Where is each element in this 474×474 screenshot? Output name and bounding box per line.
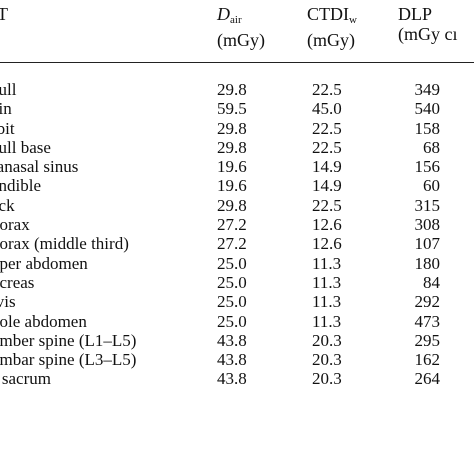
row-label: andible xyxy=(0,176,42,196)
row-label: lvis xyxy=(0,292,16,312)
cell-dair: 25.0 xyxy=(217,311,247,331)
cell-ctdi: 20.3 xyxy=(312,369,342,389)
cell-ctdi: 11.3 xyxy=(312,253,342,273)
cell-dlp: 264 xyxy=(414,369,441,389)
cell-dlp: 60 xyxy=(423,176,440,196)
row-label: pper abdomen xyxy=(0,253,88,273)
cell-ctdi: 11.3 xyxy=(312,272,342,292)
table-row: eck 29.8 22.5 315 xyxy=(0,196,474,215)
cell-ctdi: 11.3 xyxy=(312,311,342,331)
cell-ctdi: 22.5 xyxy=(312,80,342,99)
row-label: umber spine (L1–L5) xyxy=(0,330,137,350)
table-row: cull 29.8 22.5 349 xyxy=(0,80,474,99)
header-dair: Dair (mGy) xyxy=(217,4,265,50)
cell-dlp: 349 xyxy=(414,80,441,99)
table-row: rbit 29.8 22.5 158 xyxy=(0,119,474,138)
cell-ctdi: 22.5 xyxy=(312,195,342,215)
cell-dair: 27.2 xyxy=(217,234,247,254)
cell-dlp: 68 xyxy=(423,137,440,157)
cell-dlp: 180 xyxy=(414,253,441,273)
cell-dlp: 315 xyxy=(414,195,441,215)
cell-dair: 43.8 xyxy=(217,330,247,350)
cell-dair: 43.8 xyxy=(217,350,247,370)
row-label: eck xyxy=(0,195,15,215)
row-label: cull xyxy=(0,80,17,99)
cell-ctdi: 22.5 xyxy=(312,118,342,138)
cell-dair: 25.0 xyxy=(217,292,247,312)
row-label: ncreas xyxy=(0,272,35,292)
header-ctdi: CTDIw (mGy) xyxy=(307,4,357,50)
header-exam-col: T xyxy=(0,4,8,24)
header-ctdi-subscript: w xyxy=(349,14,357,26)
cell-dair: 43.8 xyxy=(217,369,247,389)
cell-dlp: 156 xyxy=(414,157,441,177)
table-row: horax (middle third) 27.2 12.6 107 xyxy=(0,234,474,253)
cell-ctdi: 20.3 xyxy=(312,350,342,370)
cell-ctdi: 12.6 xyxy=(312,234,342,254)
cell-dair: 59.5 xyxy=(217,99,247,119)
table-row: cull base 29.8 22.5 68 xyxy=(0,138,474,157)
row-label: hole abdomen xyxy=(0,311,87,331)
header-dlp-unit: (mGy cı xyxy=(398,24,458,44)
row-label: cull base xyxy=(0,137,51,157)
table-row: horax 27.2 12.6 308 xyxy=(0,215,474,234)
header-exam-label: T xyxy=(0,4,8,24)
table-row: umber spine (L1–L5) 43.8 20.3 295 xyxy=(0,331,474,350)
header-dair-symbol: D xyxy=(217,4,230,24)
cell-ctdi: 14.9 xyxy=(312,176,342,196)
table-row: ain 59.5 45.0 540 xyxy=(0,99,474,118)
table-row: ranasal sinus 19.6 14.9 156 xyxy=(0,157,474,176)
table-row: lvis 25.0 11.3 292 xyxy=(0,292,474,311)
table-row: pper abdomen 25.0 11.3 180 xyxy=(0,254,474,273)
header-dair-unit: (mGy) xyxy=(217,30,265,50)
header-dlp: DLP (mGy cı xyxy=(398,4,457,44)
row-label: horax (middle third) xyxy=(0,234,129,254)
table-row: umbar spine (L3–L5) 43.8 20.3 162 xyxy=(0,350,474,369)
cell-dair: 19.6 xyxy=(217,176,247,196)
cell-ctdi: 14.9 xyxy=(312,157,342,177)
table-row: andible 19.6 14.9 60 xyxy=(0,176,474,195)
row-label: s sacrum xyxy=(0,369,51,389)
row-label: horax xyxy=(0,215,30,235)
cell-dlp: 292 xyxy=(414,292,441,312)
cell-dair: 29.8 xyxy=(217,118,247,138)
cell-dair: 25.0 xyxy=(217,253,247,273)
cell-dair: 29.8 xyxy=(217,80,247,99)
cell-dlp: 308 xyxy=(414,215,441,235)
cell-ctdi: 20.3 xyxy=(312,330,342,350)
cell-dair: 27.2 xyxy=(217,215,247,235)
row-label: ranasal sinus xyxy=(0,157,79,177)
cell-ctdi: 45.0 xyxy=(312,99,342,119)
cell-dair: 29.8 xyxy=(217,137,247,157)
cell-dlp: 158 xyxy=(414,118,441,138)
header-ctdi-unit: (mGy) xyxy=(307,30,355,50)
cell-ctdi: 11.3 xyxy=(312,292,342,312)
header-ctdi-symbol: CTDI xyxy=(307,4,349,24)
table-row: hole abdomen 25.0 11.3 473 xyxy=(0,312,474,331)
cell-dlp: 540 xyxy=(414,99,441,119)
cell-ctdi: 12.6 xyxy=(312,215,342,235)
header-dlp-label: DLP xyxy=(398,4,433,24)
cell-dair: 25.0 xyxy=(217,272,247,292)
table-row: s sacrum 43.8 20.3 264 xyxy=(0,369,474,388)
row-label: ain xyxy=(0,99,12,119)
cell-dlp: 473 xyxy=(414,311,441,331)
header-dair-subscript: air xyxy=(230,14,242,26)
cell-dlp: 84 xyxy=(423,272,440,292)
cell-ctdi: 22.5 xyxy=(312,137,342,157)
table-row: ncreas 25.0 11.3 84 xyxy=(0,273,474,292)
cell-dlp: 295 xyxy=(414,330,441,350)
row-label: umbar spine (L3–L5) xyxy=(0,350,137,370)
cell-dair: 29.8 xyxy=(217,195,247,215)
cell-dlp: 107 xyxy=(414,234,441,254)
header-rule xyxy=(0,62,474,63)
table-header: T Dair (mGy) CTDIw (mGy) DLP (mGy cı xyxy=(0,0,474,60)
row-label: rbit xyxy=(0,118,15,138)
table-body: cull 29.8 22.5 349 ain 59.5 45.0 540 rbit 29.8 22.… xyxy=(0,80,474,389)
cell-dair: 19.6 xyxy=(217,157,247,177)
cell-dlp: 162 xyxy=(414,350,441,370)
